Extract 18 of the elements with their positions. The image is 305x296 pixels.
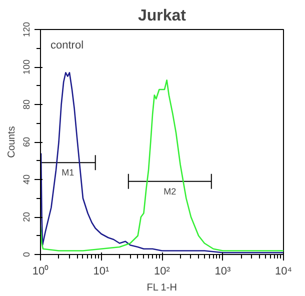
series-label: M2: [164, 186, 176, 196]
y-tick-label: 0: [22, 252, 32, 258]
y-tick-label: 20: [22, 212, 32, 222]
y-tick-label: 100: [22, 59, 32, 75]
y-tick-label: 120: [22, 22, 32, 38]
chart-title: Jurkat: [138, 8, 187, 24]
x-tick-label: 10⁰: [32, 264, 49, 278]
y-tick-label: 60: [22, 136, 32, 148]
x-tick-label: 10¹: [93, 266, 110, 278]
x-axis-title: FL 1-H: [146, 282, 177, 294]
y-axis-title: Counts: [6, 126, 18, 158]
x-tick-label: 10³: [214, 266, 232, 278]
x-tick-label: 10⁴: [275, 266, 292, 278]
y-tick-label: 80: [22, 99, 32, 110]
annotation: control: [50, 40, 84, 52]
series-label: M1: [62, 168, 74, 178]
x-tick-label: 10²: [154, 266, 170, 278]
y-tick-label: 40: [22, 174, 32, 185]
